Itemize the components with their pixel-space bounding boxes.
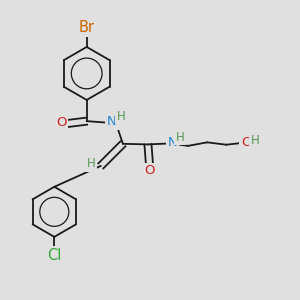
Text: Cl: Cl <box>47 248 62 262</box>
Text: O: O <box>144 164 155 177</box>
Text: H: H <box>87 157 96 170</box>
Text: N: N <box>107 115 117 128</box>
Text: H: H <box>116 110 125 123</box>
Text: H: H <box>176 130 185 143</box>
Text: H: H <box>251 134 260 147</box>
Text: O: O <box>241 136 251 149</box>
Text: N: N <box>167 136 177 149</box>
Text: Br: Br <box>79 20 95 35</box>
Text: O: O <box>56 116 66 129</box>
